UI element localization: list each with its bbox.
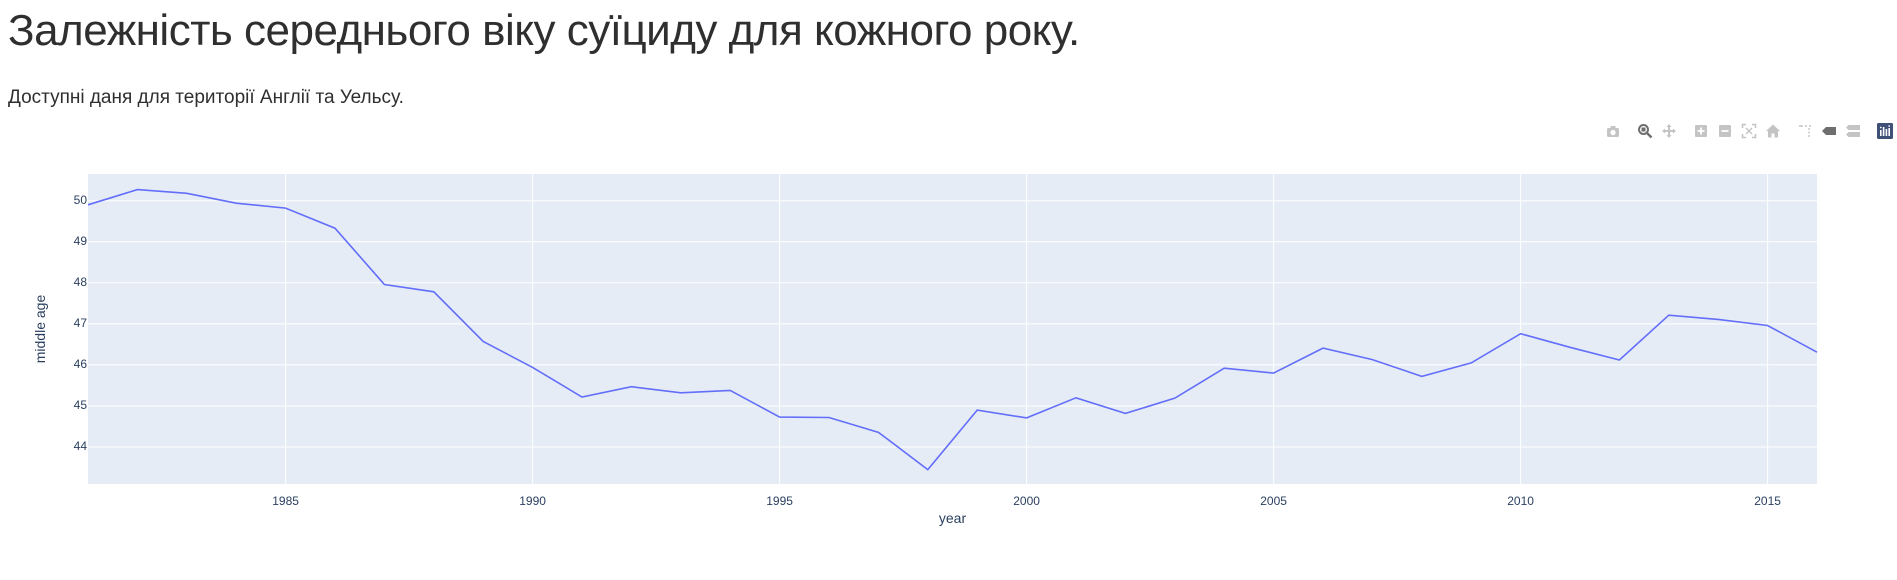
data-point — [628, 384, 634, 390]
page-subtitle: Доступні даня для території Англії та Уе… — [8, 87, 404, 108]
data-point — [1024, 415, 1030, 421]
spikelines-icon[interactable] — [1793, 120, 1817, 142]
y-tick-label: 45 — [74, 398, 88, 412]
data-point — [925, 467, 931, 473]
data-point — [678, 390, 684, 396]
y-tick-label: 49 — [74, 234, 88, 248]
data-point — [1320, 345, 1326, 351]
y-axis-label: middle age — [32, 295, 48, 364]
data-point — [1814, 349, 1820, 355]
y-tick-label: 48 — [74, 275, 88, 289]
plotly-logo-icon[interactable] — [1873, 120, 1897, 142]
x-tick-label: 2005 — [1260, 494, 1287, 508]
data-point — [1172, 395, 1178, 401]
data-point — [1616, 357, 1622, 363]
data-point — [579, 394, 585, 400]
data-point — [1468, 360, 1474, 366]
data-point — [1715, 316, 1721, 322]
zoom-icon[interactable] — [1633, 120, 1657, 142]
modebar-group — [1689, 120, 1785, 142]
data-point — [233, 200, 239, 206]
x-tick-label: 2010 — [1507, 494, 1534, 508]
data-point — [875, 429, 881, 435]
x-tick-label: 1985 — [272, 494, 299, 508]
data-point — [1765, 323, 1771, 329]
data-point — [974, 407, 980, 413]
data-point — [530, 364, 536, 370]
page-title: Залежність середнього віку суїциду для к… — [8, 6, 1080, 55]
data-point — [184, 190, 190, 196]
zoom-out-icon[interactable] — [1713, 120, 1737, 142]
x-axis-label: year — [939, 510, 967, 526]
x-tick-label: 1990 — [519, 494, 546, 508]
data-point — [826, 414, 832, 420]
gridlines — [88, 174, 1817, 484]
modebar-group — [1633, 120, 1681, 142]
data-point — [1666, 312, 1672, 318]
data-point — [1122, 410, 1128, 416]
data-point — [1369, 357, 1375, 363]
autoscale-icon[interactable] — [1737, 120, 1761, 142]
data-point — [1419, 373, 1425, 379]
data-point — [283, 205, 289, 211]
y-tick-label: 46 — [74, 357, 88, 371]
hover-compare-icon[interactable] — [1841, 120, 1865, 142]
data-point — [1271, 370, 1277, 376]
y-tick-label: 47 — [74, 316, 88, 330]
chart-svg[interactable]: 1985 1990 1995 2000 2005 2010 2015 44 45 46 47 48 49… — [0, 160, 1897, 540]
data-point — [1073, 395, 1079, 401]
data-point — [134, 187, 140, 193]
x-tick-label: 2015 — [1754, 494, 1781, 508]
data-point — [431, 289, 437, 295]
data-point — [85, 202, 91, 208]
home-icon[interactable] — [1761, 120, 1785, 142]
data-point — [777, 414, 783, 420]
y-tick-label: 50 — [74, 193, 88, 207]
data-point — [1518, 331, 1524, 337]
camera-icon[interactable] — [1601, 120, 1625, 142]
modebar-group — [1793, 120, 1865, 142]
data-point — [1221, 365, 1227, 371]
pan-icon[interactable] — [1657, 120, 1681, 142]
chart-modebar — [1593, 120, 1897, 142]
line-chart[interactable]: 1985 1990 1995 2000 2005 2010 2015 44 45 46 47 48 49… — [0, 160, 1897, 545]
x-tick-label: 1995 — [766, 494, 793, 508]
data-point — [480, 339, 486, 345]
tick-labels: 1985 1990 1995 2000 2005 2010 2015 44 45 46 47 48 49… — [74, 193, 1782, 508]
modebar-group — [1873, 120, 1897, 142]
data-point — [727, 387, 733, 393]
plot-area[interactable] — [88, 174, 1817, 484]
hover-closest-icon[interactable] — [1817, 120, 1841, 142]
modebar-group — [1601, 120, 1625, 142]
data-point — [1567, 344, 1573, 350]
data-point — [332, 225, 338, 231]
zoom-in-icon[interactable] — [1689, 120, 1713, 142]
series-line[interactable] — [87, 188, 1818, 471]
data-point — [381, 281, 387, 287]
x-tick-label: 2000 — [1013, 494, 1040, 508]
y-tick-label: 44 — [74, 439, 88, 453]
